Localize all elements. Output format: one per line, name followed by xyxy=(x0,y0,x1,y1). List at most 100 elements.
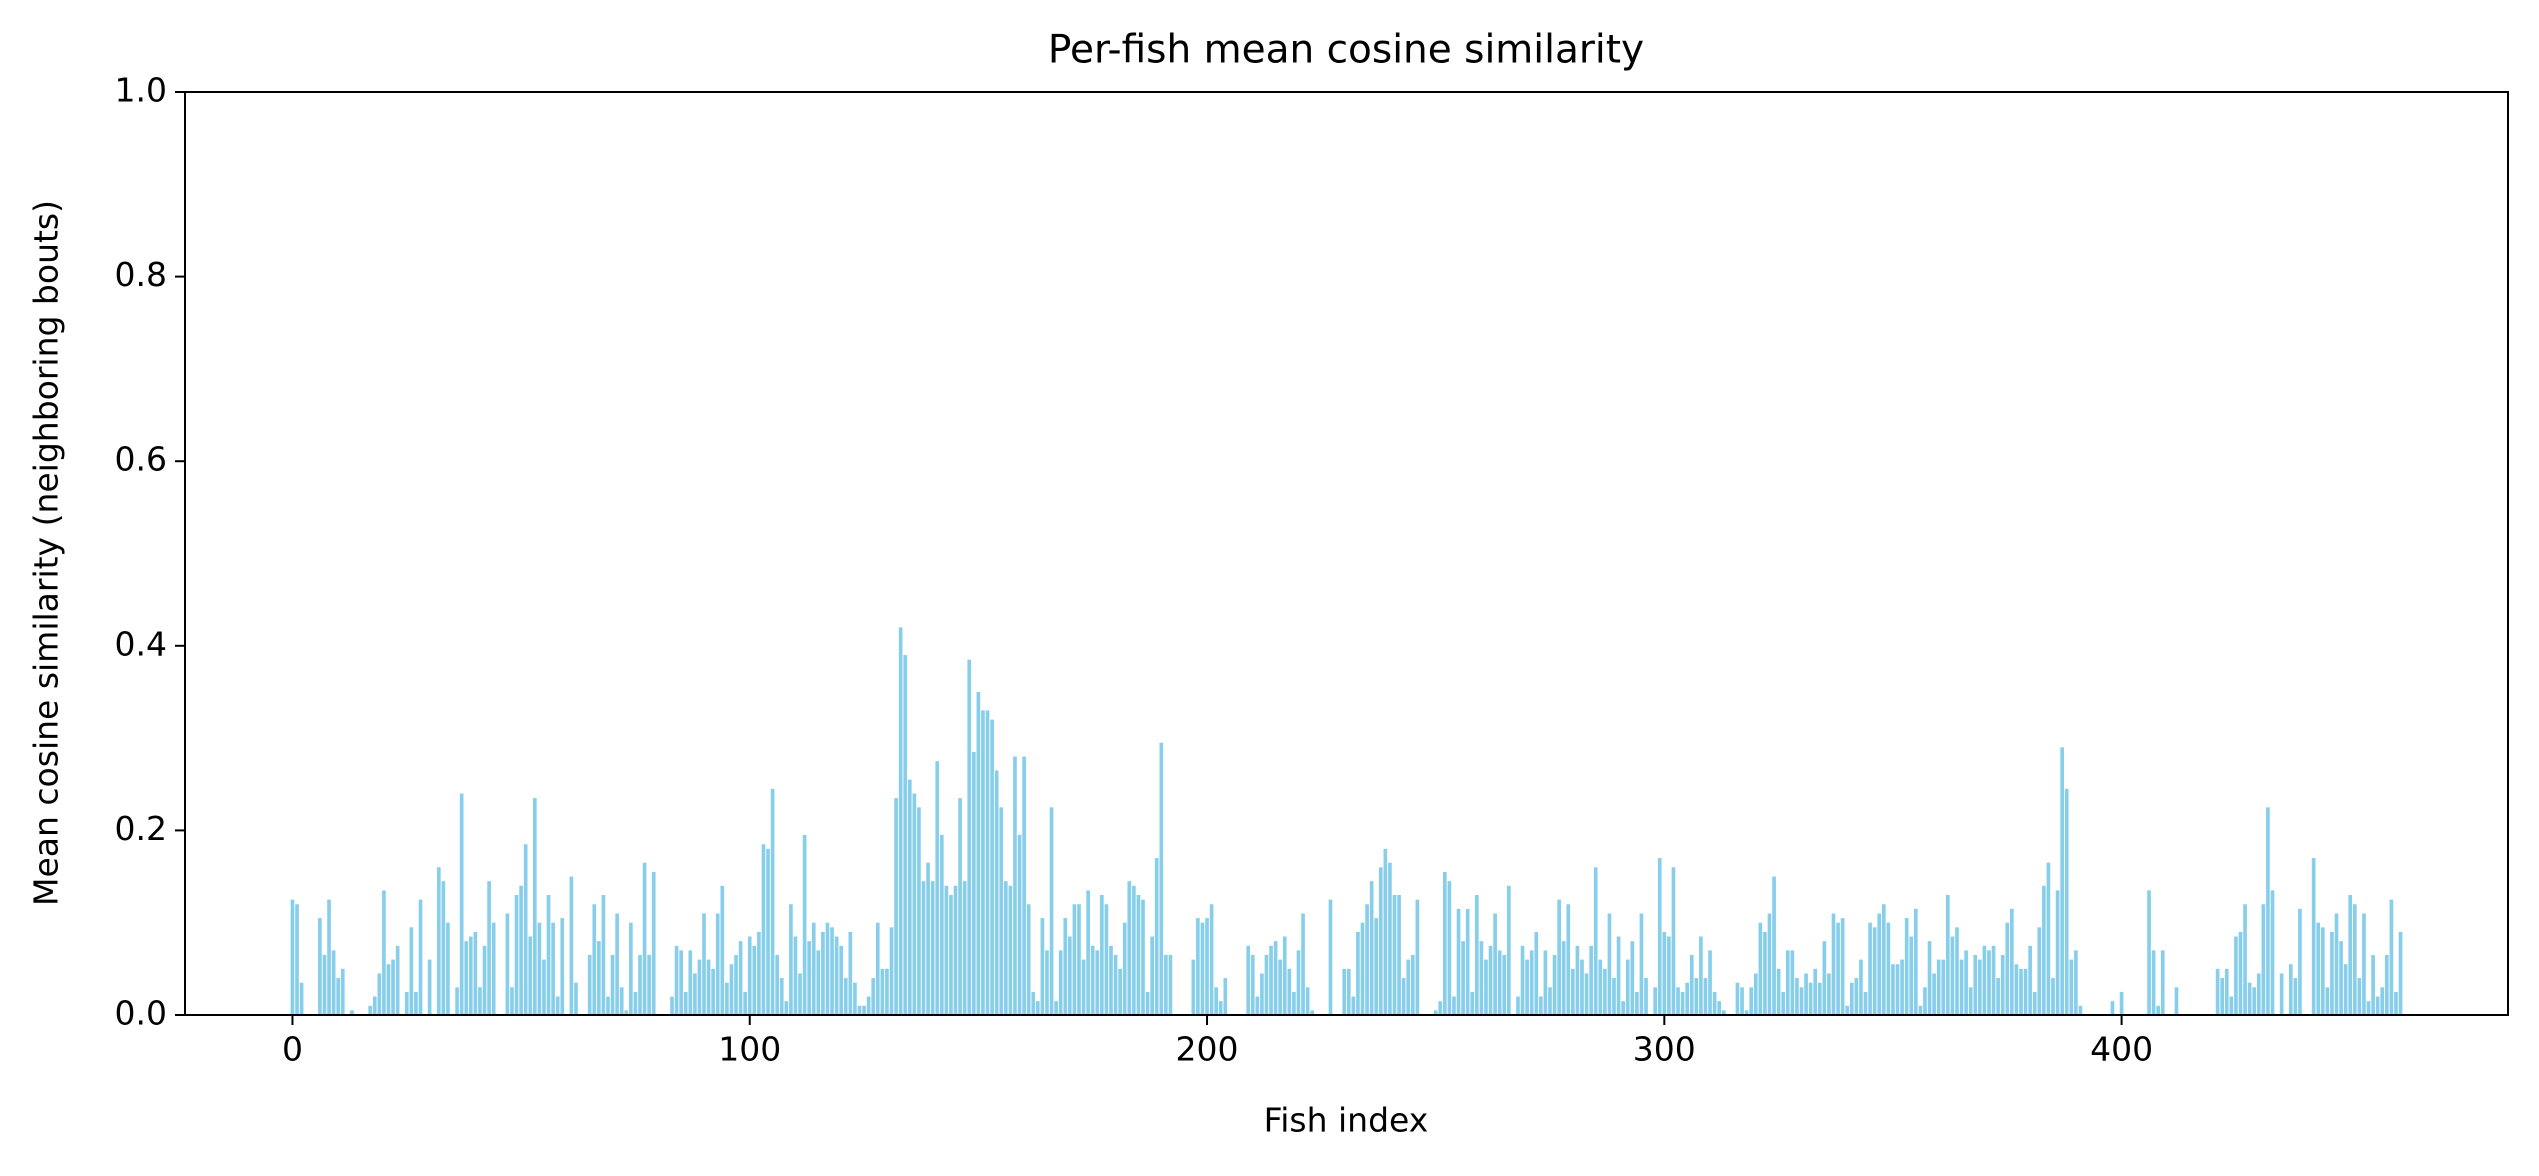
bar xyxy=(1657,858,1662,1015)
bar xyxy=(802,835,807,1015)
bar xyxy=(962,881,967,1015)
bar xyxy=(1502,955,1507,1015)
bar xyxy=(1484,959,1488,1015)
bar xyxy=(1447,881,1452,1015)
bar xyxy=(1680,991,1685,1015)
bar xyxy=(2014,964,2019,1015)
bar xyxy=(1278,959,1283,1015)
bar xyxy=(1863,991,1868,1015)
bar xyxy=(532,798,537,1015)
x-axis-label: Fish index xyxy=(1264,1101,1429,1140)
bar xyxy=(1287,968,1292,1015)
bar xyxy=(871,978,876,1015)
bar xyxy=(2215,968,2220,1015)
bar xyxy=(2288,964,2293,1015)
bar xyxy=(2046,862,2051,1015)
bar xyxy=(1575,945,1580,1015)
bar xyxy=(2224,968,2229,1015)
bar xyxy=(1785,950,1790,1015)
bar xyxy=(1196,918,1200,1015)
bar xyxy=(1200,922,1205,1015)
bar xyxy=(738,941,743,1015)
bar xyxy=(2160,950,2165,1015)
bar xyxy=(1191,959,1196,1015)
bar xyxy=(414,991,418,1015)
bar xyxy=(382,890,386,1015)
bar xyxy=(1616,936,1621,1015)
bar xyxy=(1854,978,1859,1015)
bar xyxy=(1740,987,1744,1015)
chart-title: Per-fish mean cosine similarity xyxy=(1048,28,1644,73)
bar xyxy=(1036,1001,1040,1015)
bar xyxy=(1932,973,1936,1015)
bar xyxy=(894,798,898,1015)
bar xyxy=(1625,959,1630,1015)
bar xyxy=(2247,982,2252,1015)
bar xyxy=(853,982,857,1015)
bar xyxy=(1685,982,1690,1015)
bar xyxy=(1438,1001,1443,1015)
bar xyxy=(436,867,441,1015)
bar xyxy=(446,922,450,1015)
bar xyxy=(811,922,816,1015)
bar xyxy=(1351,996,1356,1015)
bar xyxy=(939,835,944,1015)
bar xyxy=(377,973,382,1015)
bar xyxy=(1612,978,1616,1015)
bar xyxy=(880,968,885,1015)
x-tick-label: 0 xyxy=(282,1030,303,1069)
bar xyxy=(1068,936,1072,1015)
bar xyxy=(1145,991,1150,1015)
bar xyxy=(1845,1005,1850,1015)
bar xyxy=(455,987,459,1015)
bar xyxy=(1488,945,1493,1015)
bar xyxy=(619,987,624,1015)
bar xyxy=(1703,978,1708,1015)
bar xyxy=(386,964,391,1015)
bar xyxy=(331,950,336,1015)
bar xyxy=(2032,991,2037,1015)
bar xyxy=(505,913,510,1015)
bar xyxy=(935,761,940,1015)
bar xyxy=(1072,904,1077,1015)
bar xyxy=(2298,908,2302,1015)
bar xyxy=(917,807,921,1015)
bar xyxy=(875,922,880,1015)
bar xyxy=(1936,959,1941,1015)
bar xyxy=(2316,922,2321,1015)
bar xyxy=(1991,945,1996,1015)
bar xyxy=(569,876,574,1015)
bar xyxy=(1269,945,1273,1015)
bar xyxy=(793,936,798,1015)
bar xyxy=(2078,1005,2083,1015)
bar xyxy=(1356,931,1360,1015)
bar xyxy=(1049,807,1054,1015)
bar xyxy=(1031,991,1036,1015)
bar xyxy=(1305,987,1310,1015)
bar xyxy=(1895,964,1900,1015)
y-tick-label: 1.0 xyxy=(115,71,167,110)
bar xyxy=(2238,931,2243,1015)
bar xyxy=(1667,936,1671,1015)
y-axis-label: Mean cosine similarity (neighboring bout… xyxy=(27,200,66,906)
bar xyxy=(1410,955,1415,1015)
bar xyxy=(2005,922,2010,1015)
bar xyxy=(1571,968,1575,1015)
bar xyxy=(1529,950,1534,1015)
bar xyxy=(523,844,528,1015)
bar xyxy=(391,959,395,1015)
bar xyxy=(2042,885,2046,1015)
bar xyxy=(2119,991,2124,1015)
bar xyxy=(798,973,802,1015)
bar xyxy=(1534,931,1539,1015)
bar xyxy=(926,862,930,1015)
bar xyxy=(1996,978,2000,1015)
bar xyxy=(1273,941,1278,1015)
bar xyxy=(1662,931,1667,1015)
bar xyxy=(1589,945,1593,1015)
bar xyxy=(1346,968,1351,1015)
bar xyxy=(1109,945,1113,1015)
bar xyxy=(2352,904,2357,1015)
bar xyxy=(1776,968,1781,1015)
bar xyxy=(1452,996,1456,1015)
